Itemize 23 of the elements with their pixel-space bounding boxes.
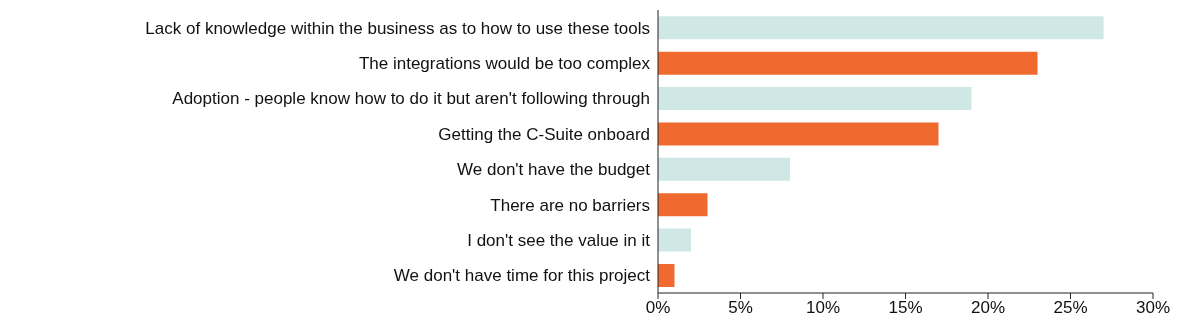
bar	[658, 87, 972, 111]
y-tick-label: There are no barriers	[490, 195, 650, 215]
x-tick-label: 30%	[1135, 298, 1171, 318]
bar	[658, 157, 790, 181]
x-tick-label: 15%	[888, 298, 923, 318]
y-tick-label: I don't see the value in it	[467, 230, 651, 250]
y-tick-label: Getting the C-Suite onboard	[438, 124, 650, 144]
bar	[658, 51, 1038, 75]
y-tick-label: Lack of knowledge within the business as to how to use these tools	[145, 18, 650, 38]
x-tick-label: 20%	[970, 298, 1006, 318]
x-tick-label: 5%	[728, 298, 753, 318]
bar	[658, 193, 708, 217]
x-tick-label: 10%	[805, 298, 841, 318]
y-tick-label: We don't have time for this project	[393, 266, 651, 286]
y-tick-label: Adoption - people know how to do it but aren't following through	[172, 89, 650, 109]
bar	[658, 16, 1104, 40]
y-tick-label: We don't have the budget	[457, 160, 651, 180]
bar	[658, 228, 691, 252]
bar	[658, 263, 675, 287]
bar	[658, 122, 939, 146]
y-tick-label: The integrations would be too complex	[358, 54, 651, 74]
x-tick-label: 0%	[645, 298, 671, 318]
x-tick-label: 25%	[1053, 298, 1088, 318]
